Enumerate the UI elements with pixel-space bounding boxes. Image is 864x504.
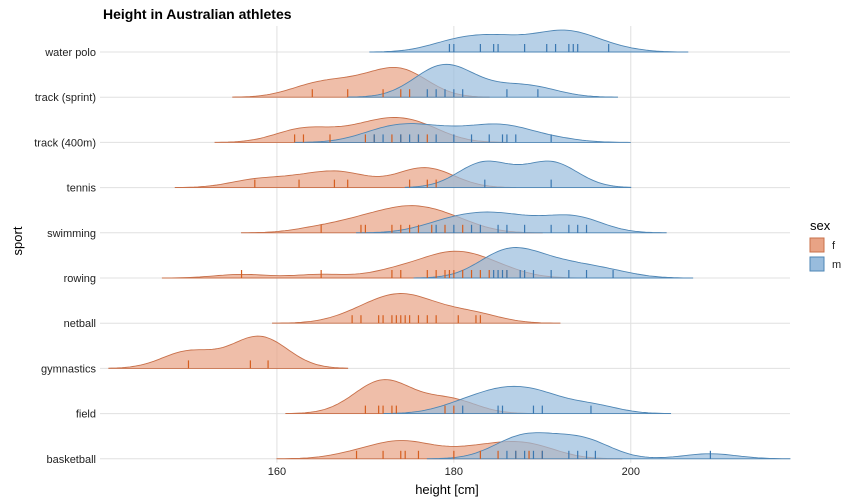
legend: sex fm — [809, 218, 841, 272]
ridge-rowing-m — [413, 247, 694, 279]
y-tick-label-gymnastics: gymnastics — [41, 363, 97, 375]
legend-label-m: m — [832, 259, 841, 271]
x-axis-labels: 160 180 200 — [268, 466, 640, 478]
legend-swatch-f — [809, 237, 825, 253]
ridges — [108, 29, 791, 460]
y-axis-labels: water polo track (sprint) track (400m) tenn… — [34, 47, 96, 466]
ridge-field-m — [382, 385, 672, 415]
legend-title: sex — [810, 218, 831, 233]
y-tick-label-field: field — [76, 409, 96, 421]
y-tick-label-water-polo: water polo — [44, 47, 96, 59]
y-tick-label-track-400m: track (400m) — [34, 137, 96, 149]
x-tick-label: 180 — [445, 466, 463, 478]
y-tick-label-tennis: tennis — [67, 183, 97, 195]
ridge-tennis-m — [404, 160, 632, 189]
x-tick-label: 160 — [268, 466, 286, 478]
x-axis-title: height [cm] — [415, 482, 479, 497]
x-tick-label: 200 — [622, 466, 640, 478]
y-tick-label-basketball: basketball — [46, 454, 96, 466]
ridge-swimming-m — [356, 211, 667, 234]
ridge-netball-f — [272, 293, 561, 324]
ridge-track-sprint-m — [347, 63, 618, 98]
y-tick-label-netball: netball — [64, 318, 96, 330]
ridge-basketball-m — [426, 432, 791, 460]
ridge-track-400m-m — [294, 123, 631, 143]
y-tick-label-rowing: rowing — [64, 273, 96, 285]
ridge-water-polo-m — [369, 29, 689, 53]
y-axis-title: sport — [10, 226, 25, 255]
ridge-gymnastics-f — [108, 335, 349, 369]
legend-label-f: f — [832, 240, 836, 252]
y-tick-label-swimming: swimming — [47, 228, 96, 240]
chart-title: Height in Australian athletes — [103, 6, 292, 22]
y-tick-label-track-sprint: track (sprint) — [35, 92, 96, 104]
legend-swatch-m — [809, 256, 825, 272]
rugs — [187, 44, 711, 459]
